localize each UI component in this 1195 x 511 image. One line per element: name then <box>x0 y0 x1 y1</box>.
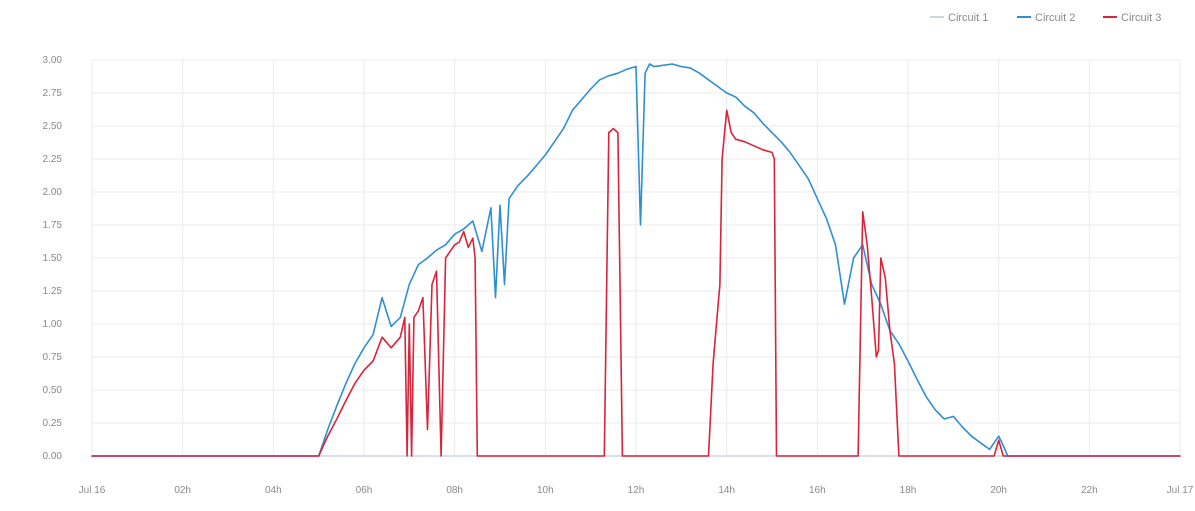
y-tick-label: 2.75 <box>43 88 63 99</box>
legend-item-3[interactable]: Circuit 3 <box>1103 12 1161 24</box>
x-tick-label: 22h <box>1081 485 1098 496</box>
y-tick-label: 1.75 <box>43 220 63 231</box>
x-tick-label: 12h <box>628 485 645 496</box>
legend-label: Circuit 2 <box>1035 12 1075 24</box>
legend-label: Circuit 3 <box>1121 12 1161 24</box>
x-tick-label: 02h <box>174 485 191 496</box>
x-tick-label: 06h <box>356 485 373 496</box>
x-tick-label: 04h <box>265 485 282 496</box>
y-tick-label: 2.00 <box>43 187 63 198</box>
y-tick-label: 1.00 <box>43 319 63 330</box>
x-axis-ticks: Jul 16 02h 04h 06h 08h 10h 12h 14h 16h 18h 20h 22h J… <box>79 485 1194 496</box>
x-tick-label: 16h <box>809 485 826 496</box>
grid-lines <box>91 59 1181 457</box>
y-tick-label: 0.75 <box>43 352 63 363</box>
series-line-3 <box>91 109 1181 457</box>
x-tick-label: 18h <box>900 485 917 496</box>
legend[interactable]: Circuit 1 Circuit 2 Circuit 3 <box>930 12 1161 24</box>
y-tick-label: 1.25 <box>43 286 63 297</box>
y-tick-label: 2.50 <box>43 121 63 132</box>
x-tick-label: 14h <box>718 485 735 496</box>
y-tick-label: 3.00 <box>43 55 63 66</box>
y-tick-label: 0.50 <box>43 385 63 396</box>
y-tick-label: 0.25 <box>43 418 63 429</box>
x-tick-label: 08h <box>446 485 463 496</box>
x-tick-label: Jul 17 <box>1167 485 1194 496</box>
series-line-2 <box>91 63 1181 457</box>
x-tick-label: 20h <box>990 485 1007 496</box>
y-tick-label: 2.25 <box>43 154 63 165</box>
y-tick-label: 0.00 <box>43 451 63 462</box>
y-tick-label: 1.50 <box>43 253 63 264</box>
legend-item-2[interactable]: Circuit 2 <box>1017 12 1075 24</box>
x-tick-label: 10h <box>537 485 554 496</box>
legend-label: Circuit 1 <box>948 12 988 24</box>
x-tick-label: Jul 16 <box>79 485 106 496</box>
y-axis-ticks: 0.00 0.25 0.50 0.75 1.00 1.25 1.50 1.75 2.00 2.25… <box>43 55 63 462</box>
legend-item-1[interactable]: Circuit 1 <box>930 12 988 24</box>
series-lines <box>91 63 1181 457</box>
